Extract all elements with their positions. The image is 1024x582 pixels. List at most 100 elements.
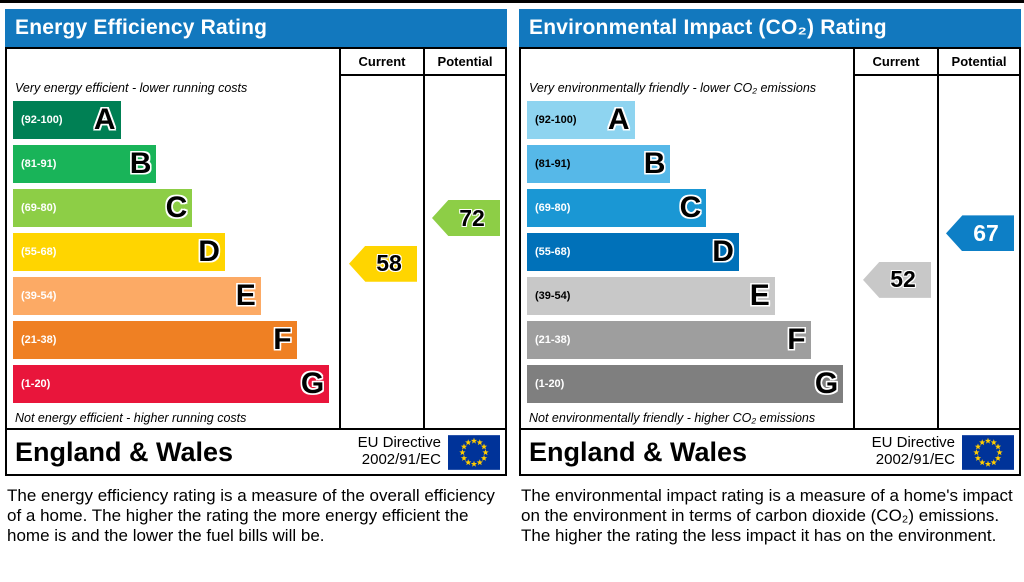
current-rating-value: 52 bbox=[890, 266, 916, 293]
column-header-potential: Potential bbox=[423, 49, 505, 76]
band-range: (39-54) bbox=[21, 290, 57, 302]
band-bar: (39-54) E bbox=[13, 277, 261, 315]
band-bar: (69-80) C bbox=[13, 189, 193, 227]
band-range: (1-20) bbox=[21, 378, 51, 390]
rating-panel: Environmental Impact (CO₂) Rating Curren… bbox=[519, 9, 1021, 546]
column-header-current: Current bbox=[853, 49, 937, 76]
eu-directive-line1: EU Directive bbox=[357, 434, 441, 452]
band-letter: G bbox=[814, 367, 839, 400]
current-rating-value: 58 bbox=[376, 250, 402, 277]
band-row: (55-68) D bbox=[527, 230, 853, 274]
band-bar: (21-38) F bbox=[13, 321, 297, 359]
band-bar: (1-20) G bbox=[527, 365, 844, 403]
bottom-note: Not energy efficient - higher running co… bbox=[15, 411, 247, 425]
band-range: (1-20) bbox=[535, 378, 565, 390]
band-row: (21-38) F bbox=[527, 318, 853, 362]
bands: (92-100) A (81-91) B (69-80) C (55-68) D… bbox=[521, 98, 853, 406]
band-row: (69-80) C bbox=[527, 186, 853, 230]
band-letter: A bbox=[607, 103, 630, 136]
top-note: Very energy efficient - lower running co… bbox=[15, 81, 248, 95]
eu-directive-line2: 2002/91/EC bbox=[361, 451, 441, 468]
eu-flag-icon bbox=[448, 434, 500, 470]
band-row: (39-54) E bbox=[13, 274, 339, 318]
eu-directive-label: EU Directive 2002/91/EC bbox=[357, 434, 441, 469]
panel-footer: England & Wales EU Directive 2002/91/EC bbox=[521, 428, 1019, 474]
band-row: (21-38) F bbox=[13, 318, 339, 362]
bands: (92-100) A (81-91) B (69-80) C (55-68) D… bbox=[7, 98, 339, 406]
band-row: (81-91) B bbox=[527, 142, 853, 186]
rating-chart: Very energy efficient - lower running co… bbox=[7, 76, 505, 428]
band-bar: (81-91) B bbox=[527, 145, 671, 183]
band-letter: B bbox=[129, 147, 152, 180]
column-divider bbox=[339, 76, 341, 428]
header-spacer bbox=[7, 49, 339, 76]
band-range: (21-38) bbox=[21, 334, 57, 346]
band-letter: C bbox=[679, 191, 702, 224]
band-bar: (92-100) A bbox=[527, 101, 635, 139]
band-letter: E bbox=[749, 279, 770, 312]
band-row: (39-54) E bbox=[527, 274, 853, 318]
band-bar: (81-91) B bbox=[13, 145, 157, 183]
potential-rating-arrow: 67 bbox=[946, 215, 1014, 252]
columns-header-row: Current Potential bbox=[7, 49, 505, 76]
band-letter: F bbox=[787, 323, 806, 356]
band-bar: (1-20) G bbox=[13, 365, 330, 403]
band-bar: (55-68) D bbox=[527, 233, 739, 271]
rating-panel: Energy Efficiency Rating Current Potenti… bbox=[5, 9, 507, 546]
band-letter: C bbox=[165, 191, 188, 224]
panel-footer: England & Wales EU Directive 2002/91/EC bbox=[7, 428, 505, 474]
band-letter: D bbox=[198, 235, 220, 268]
rating-box: Current Potential Very energy efficient … bbox=[5, 47, 507, 476]
band-bar: (21-38) F bbox=[527, 321, 811, 359]
potential-rating-value: 72 bbox=[459, 204, 485, 231]
band-bar: (55-68) D bbox=[13, 233, 225, 271]
band-bar: (69-80) C bbox=[527, 189, 707, 227]
band-letter: F bbox=[273, 323, 292, 356]
top-note: Very environmentally friendly - lower CO… bbox=[529, 81, 817, 95]
column-header-current: Current bbox=[339, 49, 423, 76]
region-label: England & Wales bbox=[15, 436, 234, 467]
band-range: (21-38) bbox=[535, 334, 571, 346]
band-row: (1-20) G bbox=[13, 362, 339, 406]
column-divider bbox=[853, 76, 855, 428]
top-divider bbox=[0, 0, 1024, 3]
current-rating-arrow: 52 bbox=[863, 261, 931, 298]
band-bar: (92-100) A bbox=[13, 101, 121, 139]
band-range: (92-100) bbox=[21, 114, 63, 126]
column-divider bbox=[423, 76, 425, 428]
rating-box: Current Potential Very environmentally f… bbox=[519, 47, 1021, 476]
band-letter: E bbox=[235, 279, 256, 312]
column-header-potential: Potential bbox=[937, 49, 1019, 76]
band-range: (69-80) bbox=[21, 202, 57, 214]
columns-header-row: Current Potential bbox=[521, 49, 1019, 76]
eu-flag-icon bbox=[962, 434, 1014, 470]
eu-directive-label: EU Directive 2002/91/EC bbox=[871, 434, 955, 469]
header-spacer bbox=[521, 49, 853, 76]
panel-description: The environmental impact rating is a mea… bbox=[521, 486, 1013, 546]
band-letter: A bbox=[93, 103, 116, 136]
band-row: (92-100) A bbox=[13, 98, 339, 142]
bottom-note: Not environmentally friendly - higher CO… bbox=[529, 411, 816, 425]
band-letter: D bbox=[712, 235, 734, 268]
current-rating-arrow: 58 bbox=[349, 245, 417, 282]
band-bar: (39-54) E bbox=[527, 277, 775, 315]
panel-description: The energy efficiency rating is a measur… bbox=[7, 486, 495, 546]
band-range: (55-68) bbox=[535, 246, 571, 258]
column-divider bbox=[937, 76, 939, 428]
panel-title: Environmental Impact (CO₂) Rating bbox=[519, 9, 1021, 47]
band-range: (69-80) bbox=[535, 202, 571, 214]
band-row: (92-100) A bbox=[527, 98, 853, 142]
potential-rating-arrow: 72 bbox=[432, 200, 500, 236]
band-row: (55-68) D bbox=[13, 230, 339, 274]
band-row: (1-20) G bbox=[527, 362, 853, 406]
band-range: (55-68) bbox=[21, 246, 57, 258]
band-letter: G bbox=[300, 367, 325, 400]
band-row: (69-80) C bbox=[13, 186, 339, 230]
panels: Energy Efficiency Rating Current Potenti… bbox=[0, 3, 1024, 546]
potential-rating-value: 67 bbox=[973, 219, 999, 246]
region-label: England & Wales bbox=[529, 436, 748, 467]
band-range: (81-91) bbox=[535, 158, 571, 170]
band-letter: B bbox=[643, 147, 666, 180]
eu-directive-line1: EU Directive bbox=[871, 434, 955, 452]
panel-title: Energy Efficiency Rating bbox=[5, 9, 507, 47]
